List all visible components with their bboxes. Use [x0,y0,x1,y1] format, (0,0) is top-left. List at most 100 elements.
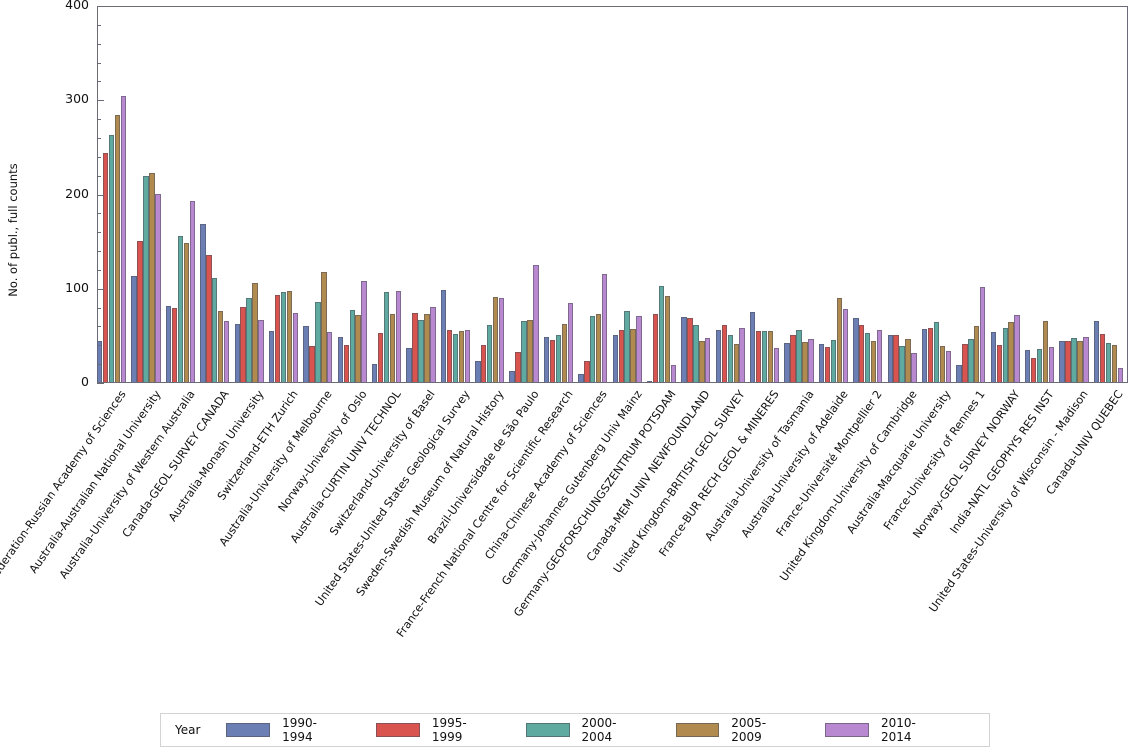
bar [773,348,780,382]
y-tick-label: 300 [65,91,89,107]
y-tick-label: 400 [65,0,89,12]
bar [377,333,384,382]
bar [790,334,796,382]
bar [212,278,218,382]
y-tick-minor [97,213,101,215]
bar [824,347,831,382]
y-tick-minor [97,326,101,328]
bar [315,301,321,382]
y-tick-minor [97,156,101,158]
legend-item[interactable]: 2005-2009 [675,716,794,744]
bar [939,346,946,382]
bar [561,323,568,382]
bar-group [646,7,682,382]
bar [131,275,137,382]
legend-item[interactable]: 2000-2004 [525,716,644,744]
bar [321,271,327,382]
bar [223,320,230,382]
bar [1036,349,1043,382]
bar [980,286,986,382]
bar [1093,320,1100,382]
bar-group [715,7,751,382]
legend-item[interactable]: 2010-2014 [825,716,943,744]
bar [808,338,814,382]
bar [590,316,596,382]
bar [853,317,859,382]
y-tick-minor [97,43,101,45]
bar [630,329,636,382]
bar [1105,343,1111,382]
bar [974,326,980,382]
bar [527,319,533,382]
bar [887,334,893,382]
bar [475,361,481,382]
bar-group [990,7,1026,382]
bar [143,175,149,382]
y-axis-title: No. of publ., full counts [6,163,20,297]
bar-group [681,7,716,382]
bar [705,337,711,382]
legend-label: 2010-2014 [880,716,916,744]
bar [492,297,499,382]
bar [596,314,602,382]
bar [108,135,115,382]
bar-group [818,7,854,382]
x-tick-label-text: Australia-Australian National University [26,388,164,576]
bar-group [131,7,166,382]
bar [349,310,355,382]
bar [274,295,281,382]
bar [177,235,184,382]
bar [189,201,195,382]
bar [165,305,172,382]
bar [149,172,155,382]
bar [693,325,699,382]
bar-group [578,7,613,382]
bar [424,314,430,382]
bar [733,344,739,382]
bar [355,315,361,382]
bar [1008,321,1014,382]
legend-items: 1990-1994 1995-1999 2000-2004 2005-2009 2010… [226,716,975,744]
bar [418,319,424,382]
bar [905,338,911,382]
bar [303,326,309,382]
legend-swatch [825,723,869,737]
bar [103,152,109,382]
bar [200,223,206,382]
y-tick-major [97,6,104,7]
bar-group [853,7,888,382]
bar [183,243,190,382]
y-tick-minor [97,175,101,177]
bar [893,334,899,382]
bar [784,343,790,382]
legend-item[interactable]: 1990-1994 [226,716,344,744]
x-axis-labels: Russian Federation-Russian Academy of Sc… [0,384,1134,694]
legend-item[interactable]: 1995-1999 [376,716,494,744]
bar [990,332,997,382]
bar-group [440,7,476,382]
bar [383,292,390,382]
bar [996,345,1002,382]
bar [1077,340,1083,382]
bar [1099,333,1106,382]
bar [252,283,258,382]
bar [612,334,618,382]
bar-group [406,7,441,382]
bar [292,313,299,382]
bar [155,193,161,382]
bar [533,265,539,382]
bar [584,361,590,382]
bar [234,323,240,382]
bar [664,296,671,382]
bar [715,330,722,382]
bar-group [921,7,957,382]
bar [876,330,883,382]
bar [120,96,127,382]
bar [446,330,453,382]
bar [968,338,974,382]
bar [681,316,687,382]
bar-group [1059,7,1094,382]
bar [458,331,464,382]
y-tick-minor [97,307,101,309]
bar [658,285,665,382]
